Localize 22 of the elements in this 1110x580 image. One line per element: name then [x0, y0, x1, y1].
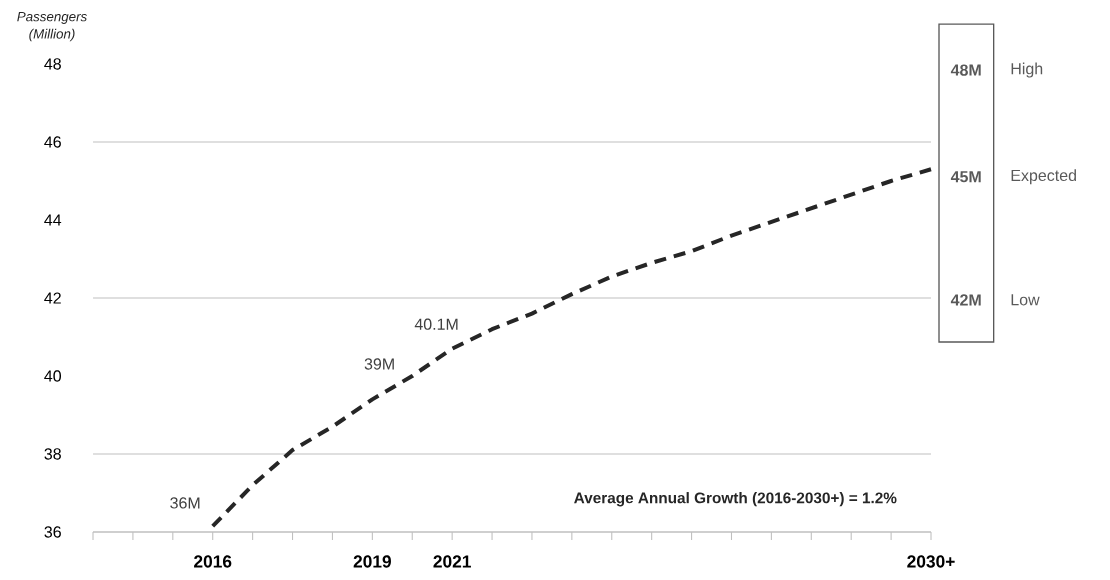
annotation: 39M: [364, 358, 394, 370]
x-tick-label: 2016: [194, 555, 232, 568]
y-tick-label: 44: [44, 214, 62, 226]
text: High: [1011, 62, 1043, 78]
x-tick-label: 2019: [353, 555, 391, 568]
annotation: Average Annual Growth (2016-2030+) = 1.2%: [574, 492, 897, 507]
y-tick-label: 36: [44, 526, 61, 538]
y-tick-label: 46: [44, 136, 61, 148]
text: 48M: [950, 64, 981, 76]
y-tick-label: 48: [44, 58, 61, 70]
annotation: 40.1M: [414, 318, 458, 330]
x-tick-label: 2021: [433, 555, 471, 568]
x-tick-label: 2030+: [907, 555, 955, 568]
text: 42M: [950, 294, 981, 306]
y-tick-label: 40: [44, 370, 62, 382]
text: Expected: [1011, 169, 1076, 185]
text: 45M: [950, 171, 981, 183]
annotation: 36M: [170, 497, 200, 509]
y-tick-label: 38: [44, 448, 61, 460]
y-axis-title: Passengers (Million): [17, 12, 87, 42]
y-tick-label: 42: [44, 292, 61, 304]
text: Low: [1011, 294, 1040, 306]
